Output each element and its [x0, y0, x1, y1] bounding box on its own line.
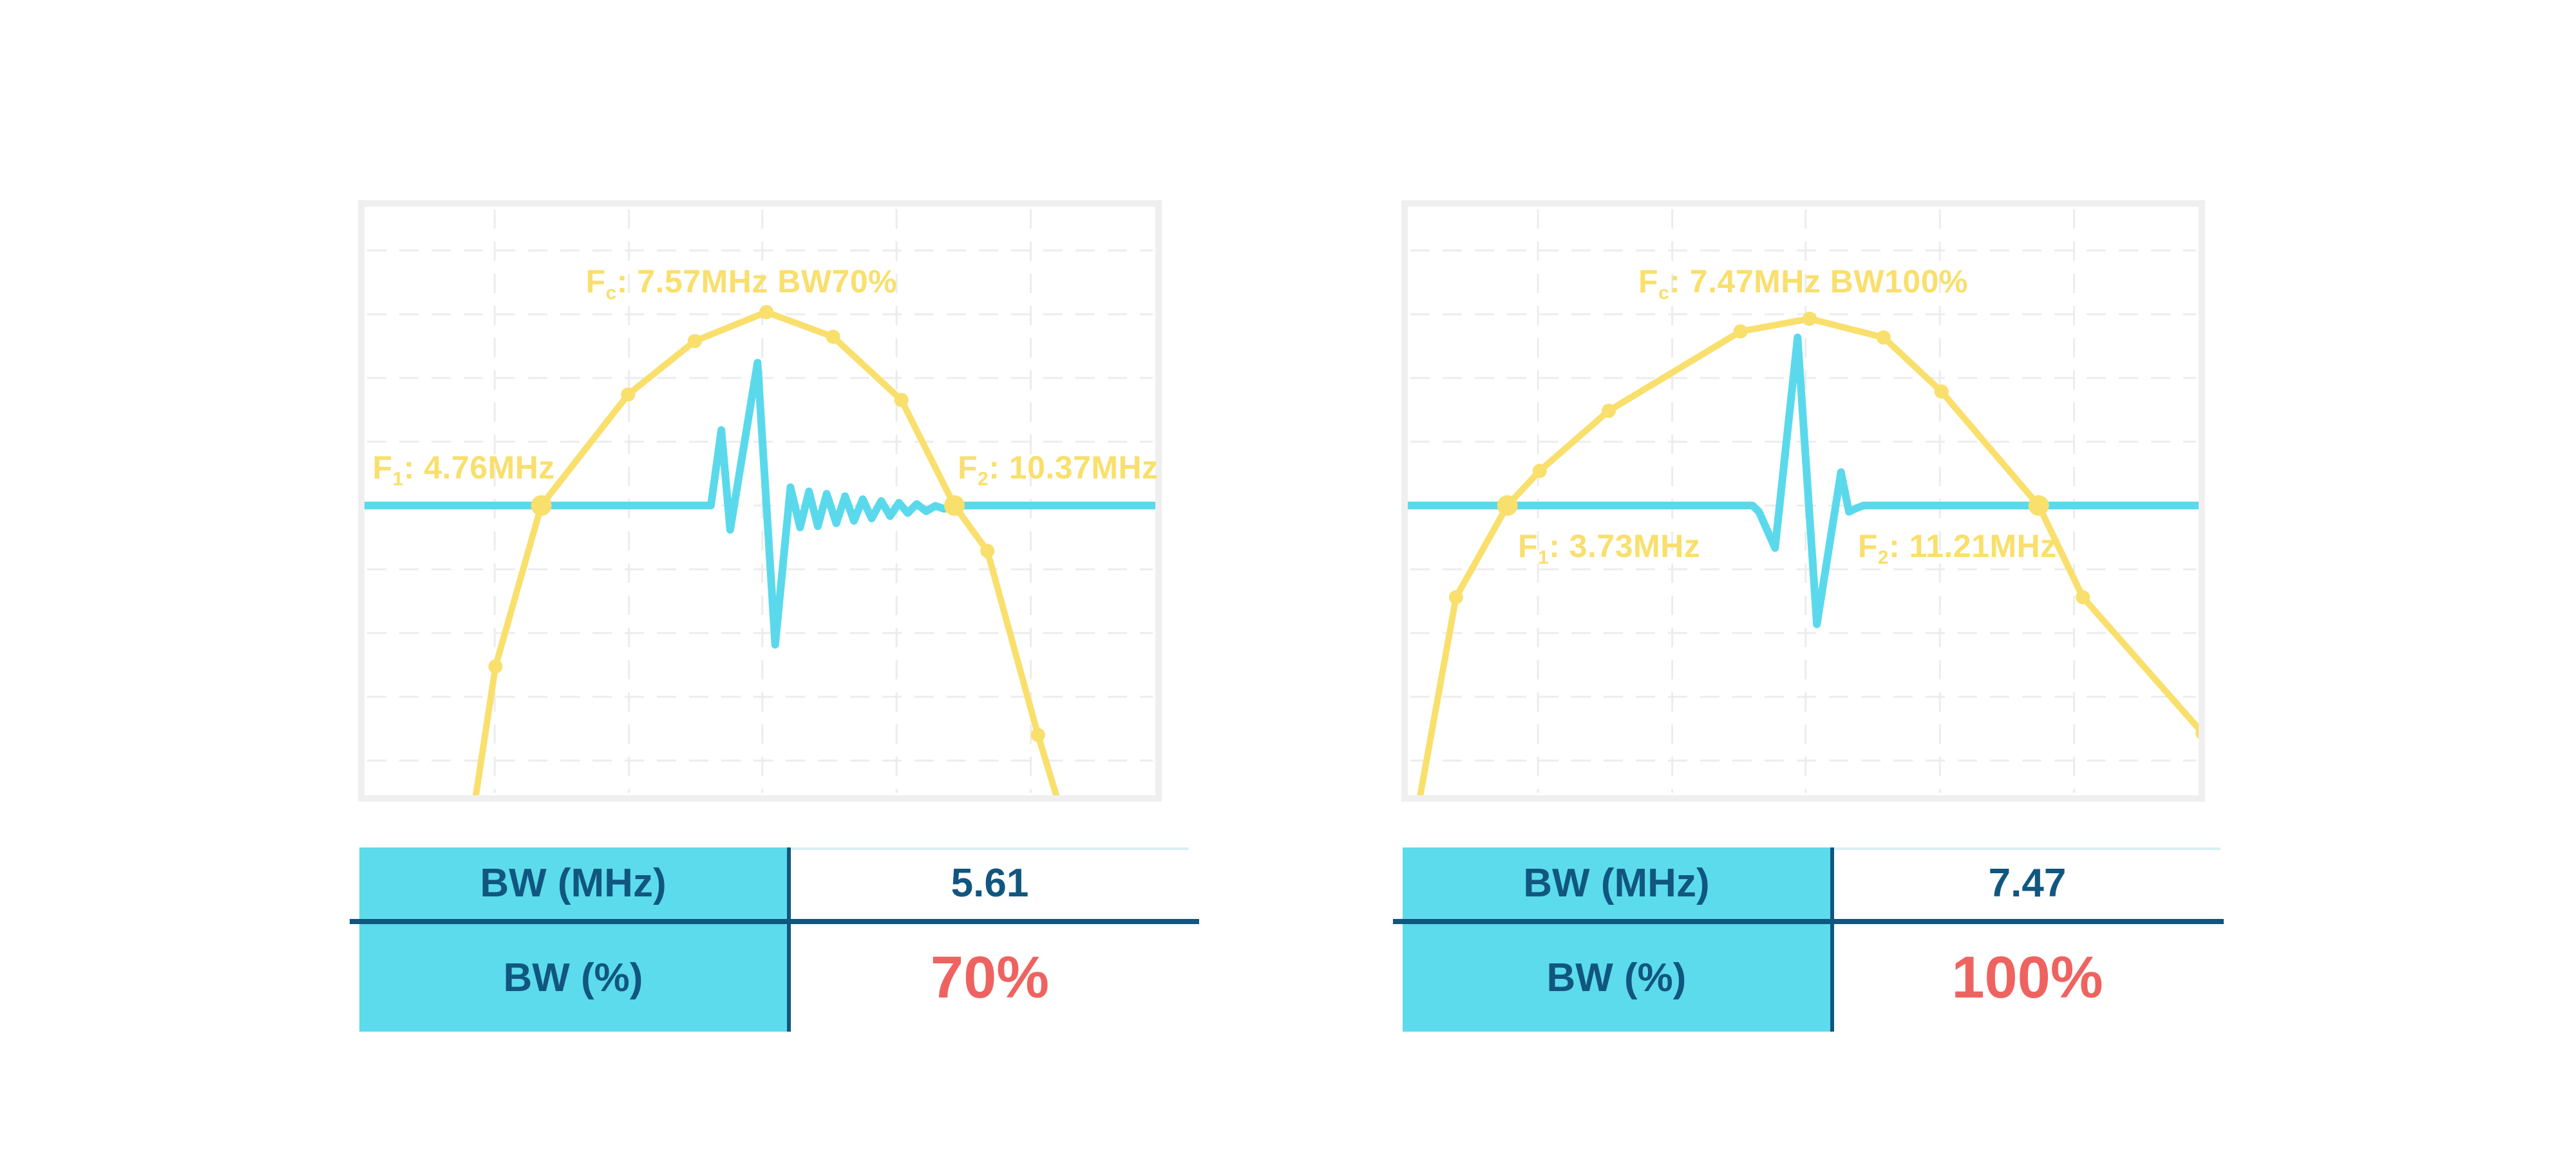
crossing-point-marker	[944, 495, 965, 516]
chart-background	[1401, 200, 2205, 802]
data-point-marker	[1733, 324, 1748, 339]
data-point-marker	[1934, 384, 1949, 399]
table-header-column-bg	[1403, 847, 1830, 1032]
f1-annotation: F1: 3.73MHz	[1517, 527, 1701, 567]
f1-annotation-prefix: F	[1517, 527, 1538, 564]
data-point-marker	[980, 544, 995, 558]
f2-annotation-prefix: F	[1857, 527, 1878, 564]
f1-annotation: F1: 4.76MHz	[372, 449, 555, 489]
data-point-marker	[1876, 330, 1891, 345]
bw-pct-value: 100%	[1951, 945, 2103, 1010]
fc-annotation-prefix: F	[585, 263, 606, 299]
table-top-border	[791, 847, 1189, 850]
data-point-marker	[488, 659, 503, 674]
f2-annotation-subscript: 2	[1877, 547, 1889, 569]
f1-annotation-prefix: F	[372, 449, 393, 486]
fc-annotation-prefix: F	[1638, 263, 1659, 299]
bw-mhz-value: 5.61	[951, 861, 1029, 905]
table-column-divider	[787, 847, 791, 1032]
data-point-marker	[687, 334, 702, 348]
data-point-marker	[759, 305, 773, 319]
data-point-marker	[2076, 590, 2090, 605]
fc-annotation-value: : 7.47MHz BW100%	[1669, 263, 1968, 299]
f2-annotation-prefix: F	[958, 449, 978, 486]
f2-annotation: F2: 11.21MHz	[1857, 527, 2057, 567]
pulse-echo-waveform-curve	[1401, 334, 2205, 629]
table-top-border	[1834, 847, 2221, 850]
fc-annotation-subscript: c	[1658, 282, 1670, 304]
chart-frame	[358, 200, 1162, 802]
bw-mhz-label: BW (MHz)	[480, 861, 667, 905]
f1-annotation-subscript: 1	[1538, 547, 1549, 569]
data-point-marker	[894, 393, 909, 408]
f1-annotation-subscript: 1	[392, 468, 404, 490]
fc-annotation-subscript: c	[605, 282, 617, 304]
f1-annotation-value: : 3.73MHz	[1549, 527, 1701, 564]
data-point-marker	[1602, 403, 1616, 418]
f2-annotation: F2: 10.37MHz	[958, 449, 1159, 489]
data-point-marker	[826, 330, 840, 344]
table-column-divider	[1830, 847, 1834, 1032]
bw-mhz-value: 7.47	[1988, 861, 2067, 905]
table-row-divider	[350, 919, 1199, 924]
f2-annotation-value: : 10.37MHz	[989, 449, 1159, 486]
data-point-marker	[1030, 728, 1045, 743]
table-row-divider	[1393, 919, 2224, 924]
fc-annotation: Fc: 7.47MHz BW100%	[1638, 263, 1968, 303]
chart-plot-area	[358, 200, 1162, 802]
bandwidth-chart-100pct: Fc: 7.47MHz BW100% F1: 3.73MHz F2: 11.21…	[1401, 200, 2205, 802]
chart-frame	[1401, 200, 2205, 802]
bandwidth-chart-70pct: Fc: 7.57MHz BW70% F1: 4.76MHz F2: 10.37M…	[358, 200, 1162, 802]
f1-annotation-value: : 4.76MHz	[403, 449, 555, 486]
bw-mhz-label: BW (MHz)	[1523, 861, 1710, 905]
data-point-marker	[1448, 590, 1463, 605]
table-header-column-bg	[359, 847, 787, 1032]
data-point-marker	[621, 387, 636, 402]
frequency-spectrum-curve	[471, 308, 1062, 802]
bw-pct-label: BW (%)	[1546, 956, 1687, 1000]
crossing-point-marker	[531, 495, 552, 516]
f2-annotation-value: : 11.21MHz	[1889, 527, 2057, 564]
chart-plot-area	[1401, 200, 2205, 802]
crossing-point-marker	[2028, 495, 2049, 516]
fc-annotation: Fc: 7.57MHz BW70%	[585, 263, 898, 303]
data-point-marker	[1532, 464, 1547, 478]
bw-pct-label: BW (%)	[503, 956, 643, 1000]
pulse-echo-waveform-curve	[358, 359, 1162, 649]
f2-annotation-subscript: 2	[978, 468, 989, 490]
bw-pct-value: 70%	[930, 945, 1050, 1010]
crossing-point-marker	[1497, 495, 1518, 516]
frequency-spectrum-curve	[1416, 316, 2205, 802]
fc-annotation-value: : 7.57MHz BW70%	[616, 263, 898, 299]
data-point-marker	[1803, 312, 1817, 326]
